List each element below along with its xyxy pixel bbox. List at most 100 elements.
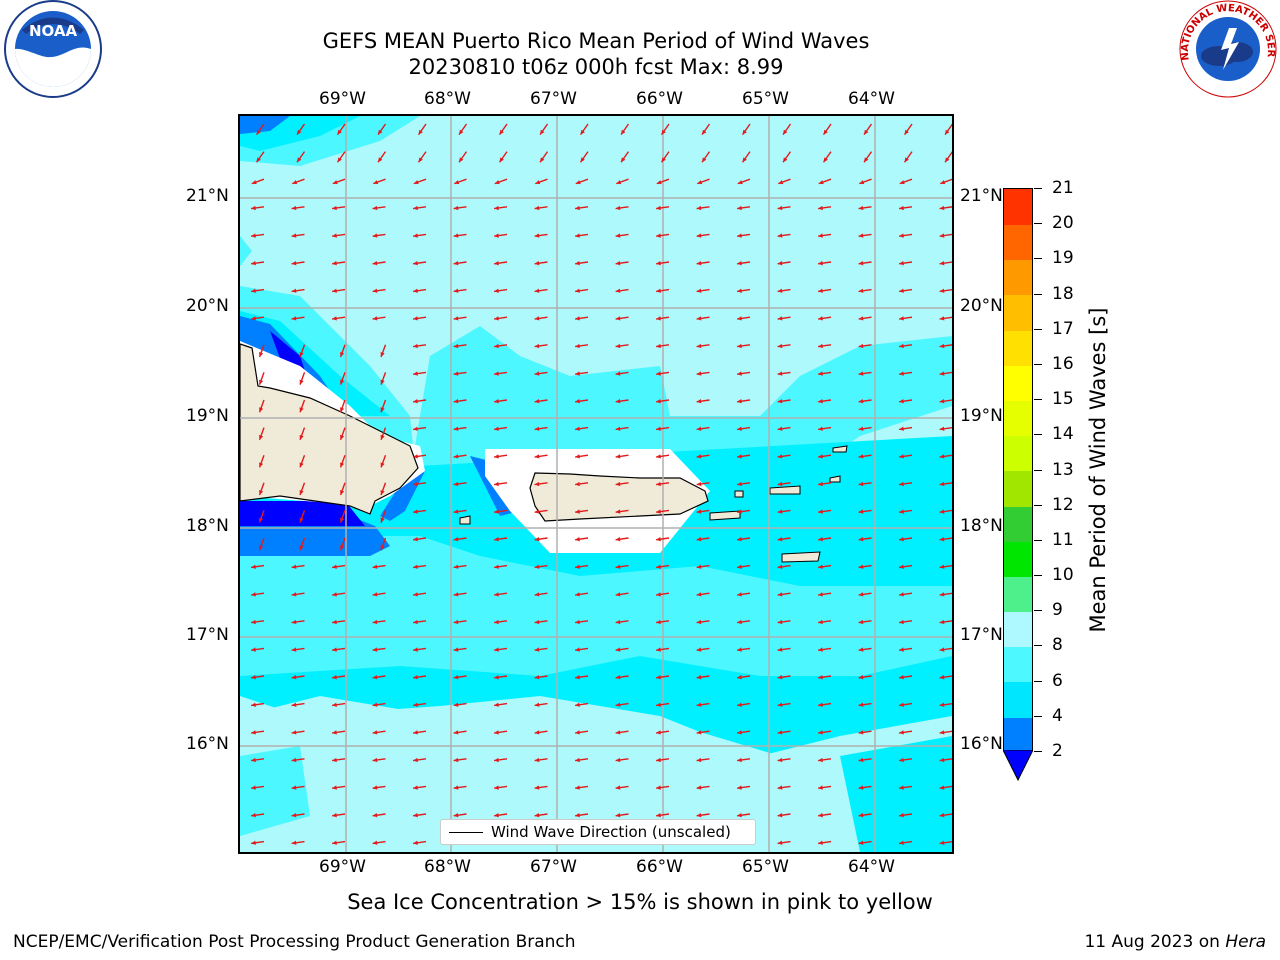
wave-arrow-head: [656, 343, 661, 349]
wave-arrow-head: [453, 261, 459, 266]
wave-arrow-head: [858, 537, 864, 542]
wave-arrow-head: [777, 343, 783, 349]
wave-arrow-head: [453, 454, 459, 459]
colorbar-tick: [1034, 188, 1042, 189]
colorbar-segment: [1004, 646, 1032, 683]
wave-arrow-head: [453, 233, 459, 238]
wave-arrow-head: [413, 840, 418, 845]
wave-arrow-head: [494, 813, 499, 818]
wave-arrow-head: [615, 757, 621, 763]
wave-arrow-head: [899, 537, 904, 542]
wave-arrow-head: [297, 129, 302, 135]
wave-arrow-head: [580, 129, 585, 135]
lon-label-top-67w: 67°W: [530, 89, 577, 109]
wave-arrow-head: [340, 352, 345, 358]
wave-arrow-head: [818, 343, 823, 349]
wave-arrow-head: [864, 129, 869, 135]
wave-arrow-head: [696, 343, 702, 349]
wave-arrow-head: [337, 157, 342, 163]
wave-arrow-head: [656, 509, 661, 514]
wave-arrow-head: [696, 205, 702, 211]
wave-arrow-head: [494, 316, 499, 321]
wave-arrow-head: [899, 592, 904, 597]
wave-arrow-head: [858, 619, 864, 625]
wave-arrow-head: [575, 454, 580, 459]
footer-branch: NCEP/EMC/Verification Post Processing Pr…: [13, 932, 576, 952]
wave-arrow-head: [372, 288, 378, 293]
wave-arrow-head: [575, 730, 580, 735]
colorbar-tick-label: 14: [1052, 424, 1074, 445]
wave-arrow-head: [332, 757, 337, 763]
wave-arrow-head: [615, 261, 621, 266]
wave-arrow-head: [696, 426, 702, 431]
wave-arrow-head: [615, 288, 621, 293]
wave-arrow-head: [291, 813, 297, 818]
wave-arrow-head: [340, 490, 345, 496]
wave-arrow-head: [494, 205, 499, 211]
wave-arrow-head: [656, 785, 661, 790]
wave-arrow-head: [413, 619, 418, 625]
wave-arrow-head: [737, 675, 742, 680]
wave-arrow-head: [899, 481, 904, 487]
wave-arrow-head: [615, 343, 621, 349]
noaa-logo: NOAA: [4, 0, 102, 98]
wave-arrow-head: [332, 564, 337, 569]
land-mona: [459, 515, 471, 525]
wave-arrow-head: [858, 261, 864, 266]
wave-arrow-head: [696, 454, 702, 459]
wave-arrow-head: [858, 288, 864, 293]
wave-arrow-head: [534, 288, 540, 293]
colorbar-tick: [1034, 645, 1042, 647]
wave-arrow-head: [737, 233, 742, 238]
lat-label-right-17n: 17°N: [960, 625, 1003, 645]
lat-label-left-21n: 21°N: [186, 186, 229, 206]
wave-arrow-head: [251, 316, 256, 321]
wave-arrow-head: [899, 180, 905, 185]
wave-arrow-head: [939, 481, 945, 487]
wave-arrow-head: [372, 757, 378, 763]
lat-label-right-16n: 16°N: [960, 734, 1003, 754]
wave-arrow-head: [899, 675, 904, 680]
lat-label-left-20n: 20°N: [186, 296, 229, 316]
colorbar-tick: [1034, 434, 1042, 436]
wave-arrow-head: [737, 261, 742, 266]
wave-arrow-head: [534, 509, 540, 514]
colorbar-tick-label: 19: [1052, 248, 1074, 269]
wave-arrow-head: [575, 481, 580, 487]
wave-arrow-head: [858, 675, 864, 680]
lon-label-bottom-69w: 69°W: [319, 857, 366, 877]
wave-arrow-head: [453, 619, 459, 625]
wave-arrow-head: [939, 316, 945, 321]
lon-label-top-64w: 64°W: [848, 89, 895, 109]
lon-label-bottom-68w: 68°W: [424, 857, 471, 877]
wave-arrow-head: [534, 592, 540, 597]
wave-arrow-head: [337, 129, 342, 135]
lat-label-right-20n: 20°N: [960, 296, 1003, 316]
colorbar-segment: [1004, 224, 1032, 261]
wave-arrow-head: [858, 647, 864, 652]
wave-arrow-head: [696, 592, 702, 597]
wave-arrow-head: [939, 509, 945, 514]
wave-arrow-head: [453, 730, 459, 735]
wave-arrow-head: [939, 785, 945, 790]
wave-arrow-head: [291, 675, 297, 680]
wave-arrow-head: [615, 481, 621, 487]
wave-arrow-head: [332, 233, 337, 238]
wave-arrow-head: [291, 564, 297, 569]
wave-arrow-head: [413, 785, 418, 790]
wave-arrow-head: [737, 426, 742, 431]
colorbar-segment: [1004, 576, 1032, 613]
wave-arrow-head: [535, 180, 541, 185]
field-2-4-top: [240, 116, 290, 134]
wave-arrow-head: [696, 316, 702, 321]
lat-label-right-19n: 19°N: [960, 406, 1003, 426]
wave-arrow-head: [899, 233, 904, 238]
wave-arrow-head: [818, 619, 823, 625]
wave-arrow-head: [332, 702, 337, 707]
wave-arrow-head: [453, 647, 459, 652]
wave-arrow-head: [575, 675, 580, 680]
wave-arrow-head: [378, 157, 383, 163]
wave-arrow-head: [737, 564, 742, 569]
wave-arrow-head: [575, 205, 580, 211]
wave-arrow-head: [737, 813, 742, 818]
